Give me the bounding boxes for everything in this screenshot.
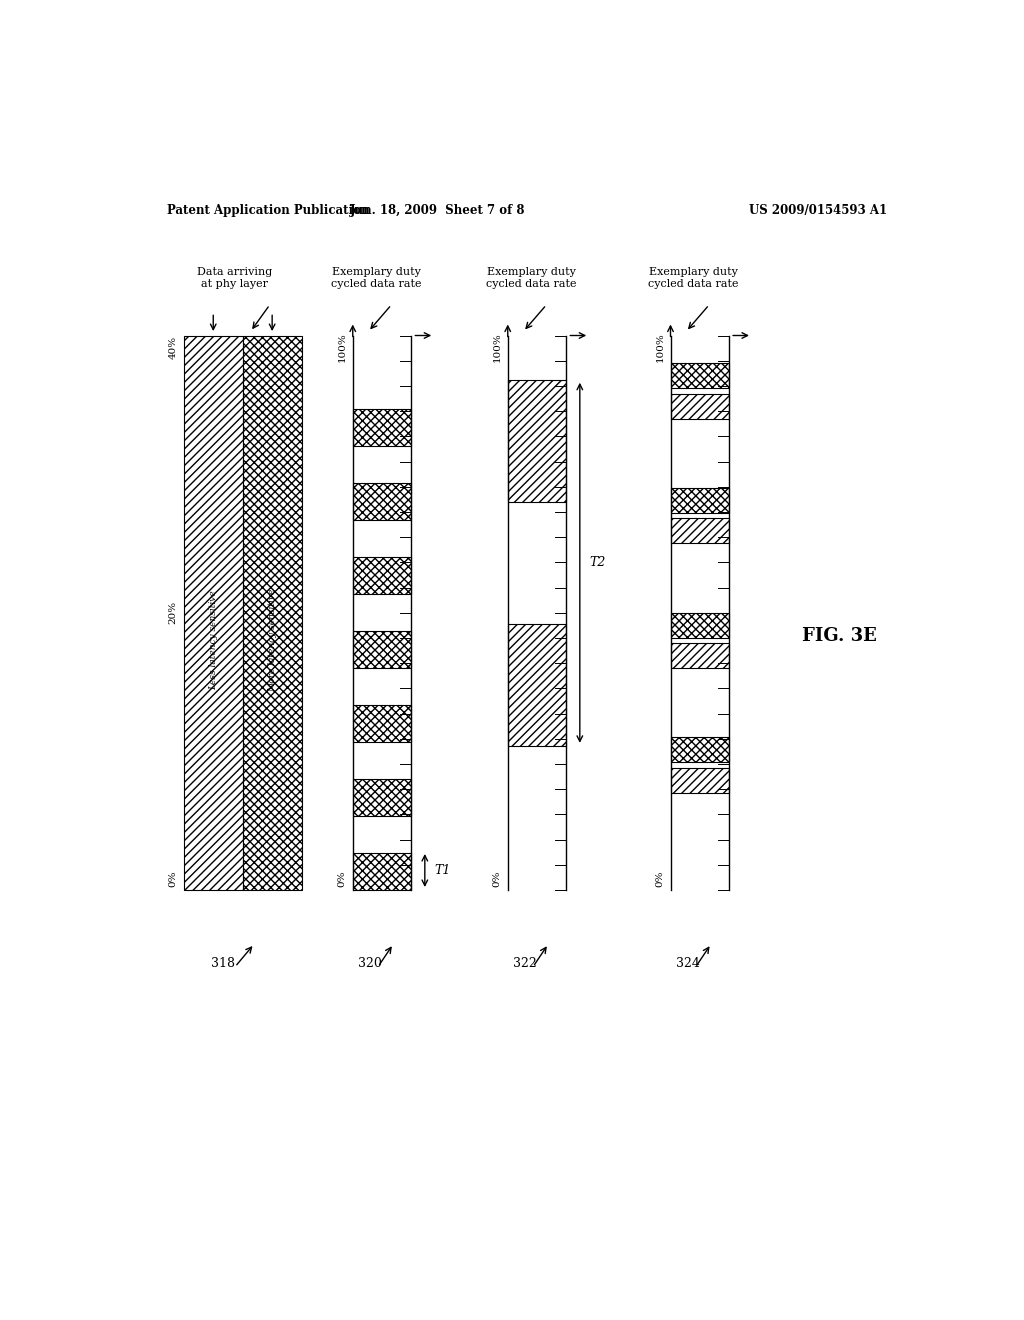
Text: Less latency sensitive: Less latency sensitive <box>209 590 218 690</box>
Text: Exemplary duty
cycled data rate: Exemplary duty cycled data rate <box>648 267 739 289</box>
Text: T2: T2 <box>589 556 605 569</box>
Text: Patent Application Publication: Patent Application Publication <box>167 205 370 218</box>
Text: Data arriving
at phy layer: Data arriving at phy layer <box>198 267 272 289</box>
Text: 324: 324 <box>676 957 699 970</box>
Bar <box>671 519 729 544</box>
Text: 0%: 0% <box>169 870 177 887</box>
Bar <box>508 624 566 746</box>
Text: 320: 320 <box>358 957 382 970</box>
Text: 100%: 100% <box>493 333 502 362</box>
Bar <box>352 779 411 816</box>
Bar <box>352 483 411 520</box>
Bar <box>671 393 729 418</box>
Bar <box>671 612 729 638</box>
Bar <box>352 853 411 890</box>
Bar <box>183 335 243 890</box>
Text: 0%: 0% <box>338 870 346 887</box>
Bar <box>352 409 411 446</box>
Text: Jun. 18, 2009  Sheet 7 of 8: Jun. 18, 2009 Sheet 7 of 8 <box>350 205 525 218</box>
Bar <box>671 363 729 388</box>
Text: T1: T1 <box>434 865 451 876</box>
Bar <box>671 738 729 763</box>
Bar <box>671 768 729 793</box>
Bar <box>352 705 411 742</box>
Text: US 2009/0154593 A1: US 2009/0154593 A1 <box>749 205 887 218</box>
Text: 40%: 40% <box>169 335 177 359</box>
Text: 100%: 100% <box>338 333 346 362</box>
Text: 100%: 100% <box>655 333 665 362</box>
Text: FIG. 3E: FIG. 3E <box>802 627 877 644</box>
Text: 0%: 0% <box>655 870 665 887</box>
Bar <box>671 488 729 513</box>
Text: 0%: 0% <box>493 870 502 887</box>
Text: More latency sensitive: More latency sensitive <box>267 589 276 692</box>
Text: 318: 318 <box>211 957 236 970</box>
Text: Exemplary duty
cycled data rate: Exemplary duty cycled data rate <box>485 267 577 289</box>
Text: 20%: 20% <box>169 601 177 624</box>
Text: Exemplary duty
cycled data rate: Exemplary duty cycled data rate <box>331 267 421 289</box>
Bar <box>243 335 302 890</box>
Text: 322: 322 <box>513 957 537 970</box>
Bar <box>352 631 411 668</box>
Bar <box>352 557 411 594</box>
Bar <box>508 380 566 502</box>
Bar <box>671 643 729 668</box>
